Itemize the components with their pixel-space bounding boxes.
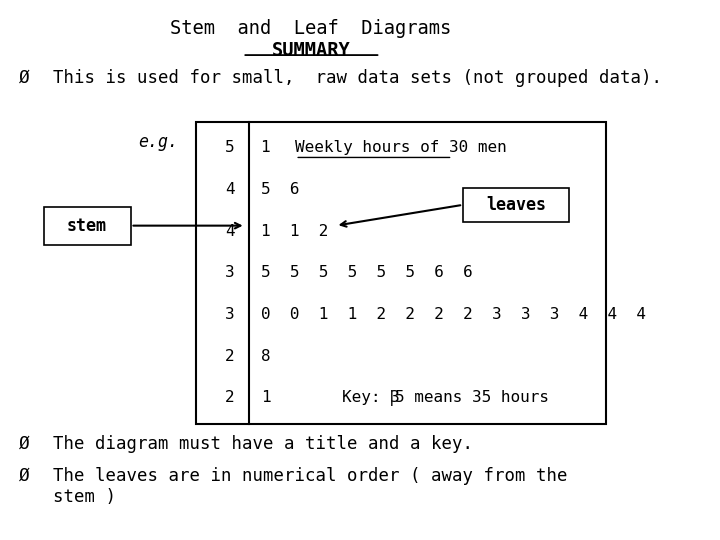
Text: |: | — [387, 390, 397, 406]
Text: 2: 2 — [225, 390, 235, 405]
FancyBboxPatch shape — [463, 187, 569, 222]
Text: Ø: Ø — [19, 69, 30, 86]
Text: Weekly hours of 30 men: Weekly hours of 30 men — [295, 140, 507, 155]
Text: 0  0  1  1  2  2  2  2  3  3  3  4  4  4: 0 0 1 1 2 2 2 2 3 3 3 4 4 4 — [261, 307, 646, 322]
Text: 3: 3 — [225, 307, 235, 322]
FancyBboxPatch shape — [196, 122, 606, 424]
Text: 1: 1 — [261, 140, 309, 155]
Text: Stem  and  Leaf  Diagrams: Stem and Leaf Diagrams — [170, 19, 451, 38]
Text: 3: 3 — [225, 265, 235, 280]
Text: 5  5  5  5  5  5  6  6: 5 5 5 5 5 5 6 6 — [261, 265, 473, 280]
Text: 8: 8 — [261, 348, 271, 363]
Text: SUMMARY: SUMMARY — [271, 40, 350, 59]
Text: Ø: Ø — [19, 467, 30, 485]
FancyBboxPatch shape — [43, 207, 130, 245]
Text: 5: 5 — [225, 140, 235, 155]
Text: 1  1  2: 1 1 2 — [261, 224, 328, 239]
Text: 5 means 35 hours: 5 means 35 hours — [395, 390, 549, 405]
Text: Key: 3: Key: 3 — [342, 390, 400, 405]
Text: The diagram must have a title and a key.: The diagram must have a title and a key. — [53, 435, 473, 453]
Text: Ø: Ø — [19, 435, 30, 453]
Text: 4: 4 — [225, 182, 235, 197]
Text: 4: 4 — [225, 224, 235, 239]
Text: 5  6: 5 6 — [261, 182, 300, 197]
Text: e.g.: e.g. — [138, 133, 179, 151]
Text: 1: 1 — [261, 390, 271, 405]
Text: leaves: leaves — [486, 196, 546, 214]
Text: This is used for small,  raw data sets (not grouped data).: This is used for small, raw data sets (n… — [53, 69, 662, 86]
Text: The leaves are in numerical order ( away from the
stem ): The leaves are in numerical order ( away… — [53, 467, 567, 506]
Text: 2: 2 — [225, 348, 235, 363]
Text: stem: stem — [67, 217, 107, 235]
